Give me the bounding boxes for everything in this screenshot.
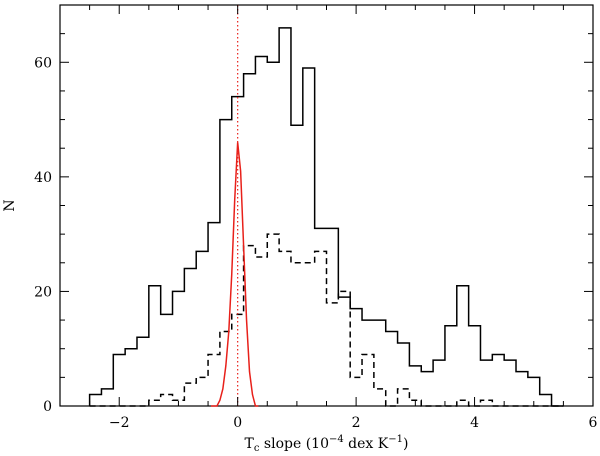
x-tick-label: −2 bbox=[109, 415, 130, 431]
series-1-solid bbox=[88, 27, 564, 407]
y-tick-label: 60 bbox=[34, 55, 52, 71]
plot-frame bbox=[59, 4, 594, 407]
x-tick-label: 2 bbox=[352, 415, 361, 431]
x-tick-label: 4 bbox=[470, 415, 479, 431]
y-tick-label: 20 bbox=[34, 284, 52, 300]
x-axis-label: Tc slope (10−4 dex K−1) bbox=[245, 434, 409, 454]
y-tick-label: 0 bbox=[43, 399, 52, 415]
series-layer bbox=[88, 27, 564, 407]
series-2-dashed bbox=[89, 233, 564, 407]
y-axis-label: N bbox=[2, 199, 18, 211]
series-3-solid bbox=[211, 142, 259, 407]
x-tick-label: 6 bbox=[589, 415, 598, 431]
x-tick-label: 0 bbox=[233, 415, 242, 431]
y-tick-label: 40 bbox=[34, 170, 52, 186]
